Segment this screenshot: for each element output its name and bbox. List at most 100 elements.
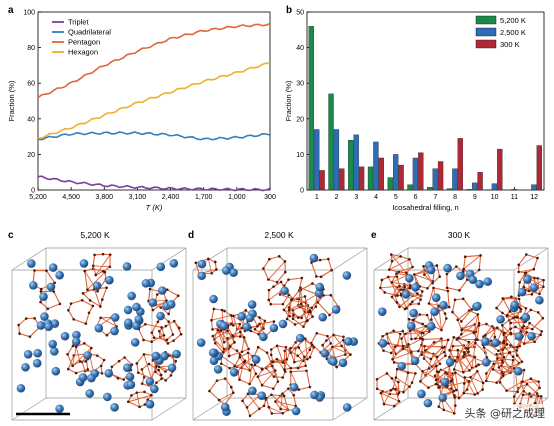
atom-node [232, 314, 235, 318]
icosahedral-atom [39, 292, 48, 301]
atom-node [176, 294, 180, 298]
atom-node [454, 265, 458, 268]
atom-node [151, 359, 155, 362]
bond [161, 327, 165, 336]
bond [440, 338, 443, 348]
atom-node [527, 289, 531, 293]
atom-node [101, 269, 105, 273]
atom-node [284, 270, 287, 274]
bond [420, 380, 429, 389]
atom-node [69, 302, 73, 305]
atom-node [283, 349, 287, 353]
atom-node [524, 306, 528, 310]
bond [408, 318, 423, 325]
atom-node [272, 285, 275, 288]
atom-node [417, 302, 421, 306]
atom-node [300, 316, 303, 320]
bond [280, 393, 283, 410]
atom-node [164, 370, 167, 373]
bond [398, 266, 413, 273]
atom-node [469, 375, 472, 379]
icosahedral-atom [23, 350, 33, 359]
icosahedral-atom [342, 403, 352, 412]
icosahedral-atom [410, 356, 420, 365]
bar-2500k-n3 [353, 134, 359, 191]
bond [467, 342, 476, 349]
atom-node [271, 364, 274, 368]
bond [487, 342, 499, 352]
atom-node [222, 347, 226, 351]
atom-node [393, 404, 396, 408]
bond [306, 370, 311, 388]
bond [419, 331, 430, 339]
bond [269, 255, 280, 260]
bond [40, 301, 49, 310]
atom-node [519, 307, 523, 311]
x-tick-label-b: 8 [453, 194, 457, 201]
bond [376, 372, 388, 380]
box-edge [373, 247, 409, 271]
atom-node [418, 337, 422, 340]
atom-node [429, 357, 433, 361]
bond [396, 273, 408, 276]
atom-node [428, 330, 431, 333]
bond [207, 258, 213, 274]
atom-node [528, 321, 531, 325]
atom-node [508, 351, 512, 354]
atom-node [207, 257, 210, 261]
bond [102, 266, 111, 272]
bond [443, 409, 455, 414]
icosahedral-atom [475, 279, 484, 289]
bond [224, 310, 232, 316]
bond [94, 253, 104, 256]
icosahedral-atom [409, 308, 418, 318]
bar-300k-n12 [536, 145, 542, 191]
atom-node [462, 391, 466, 395]
bar-300k-n3 [358, 166, 365, 191]
atom-node [375, 387, 379, 391]
atom-node [231, 324, 235, 327]
atom-node [211, 328, 214, 331]
x-tick-label-b: 6 [414, 194, 418, 201]
bond [92, 265, 97, 276]
bond [529, 322, 542, 332]
x-axis-label-b: Icosahedral filling, n [392, 203, 458, 212]
atom-node [271, 387, 275, 390]
bond [257, 346, 268, 354]
bond [290, 370, 307, 373]
bond [310, 333, 318, 344]
atom-node [279, 280, 283, 284]
atom-node [267, 288, 271, 292]
atom-node [400, 337, 403, 340]
icosahedral-atom [157, 286, 167, 295]
bar-5200k-n2 [328, 93, 334, 191]
bond [266, 352, 273, 367]
atom-node [393, 345, 397, 348]
atom-node [100, 372, 104, 375]
atom-node [444, 317, 448, 320]
bond [452, 345, 464, 347]
atom-node [248, 369, 252, 372]
atom-node [410, 381, 414, 384]
atom-node [297, 388, 301, 391]
atom-node [140, 382, 144, 385]
bond [110, 373, 124, 380]
bond [483, 347, 503, 361]
atom-node [509, 327, 512, 331]
atom-node [296, 354, 299, 358]
atom-node [71, 344, 75, 348]
bond [396, 276, 401, 287]
y-tick-label-b: 0 [300, 188, 304, 195]
atom-node [399, 255, 402, 258]
atom-node [273, 369, 277, 372]
bond [523, 325, 533, 330]
bar-300k-n10 [497, 148, 503, 191]
atom-node [227, 354, 231, 358]
atom-node [213, 341, 217, 345]
atom-node [275, 344, 279, 348]
icosahedral-atom [145, 377, 155, 386]
atom-node [391, 358, 394, 361]
atom-node [509, 344, 512, 347]
atom-node [375, 377, 379, 381]
bond [451, 379, 457, 391]
